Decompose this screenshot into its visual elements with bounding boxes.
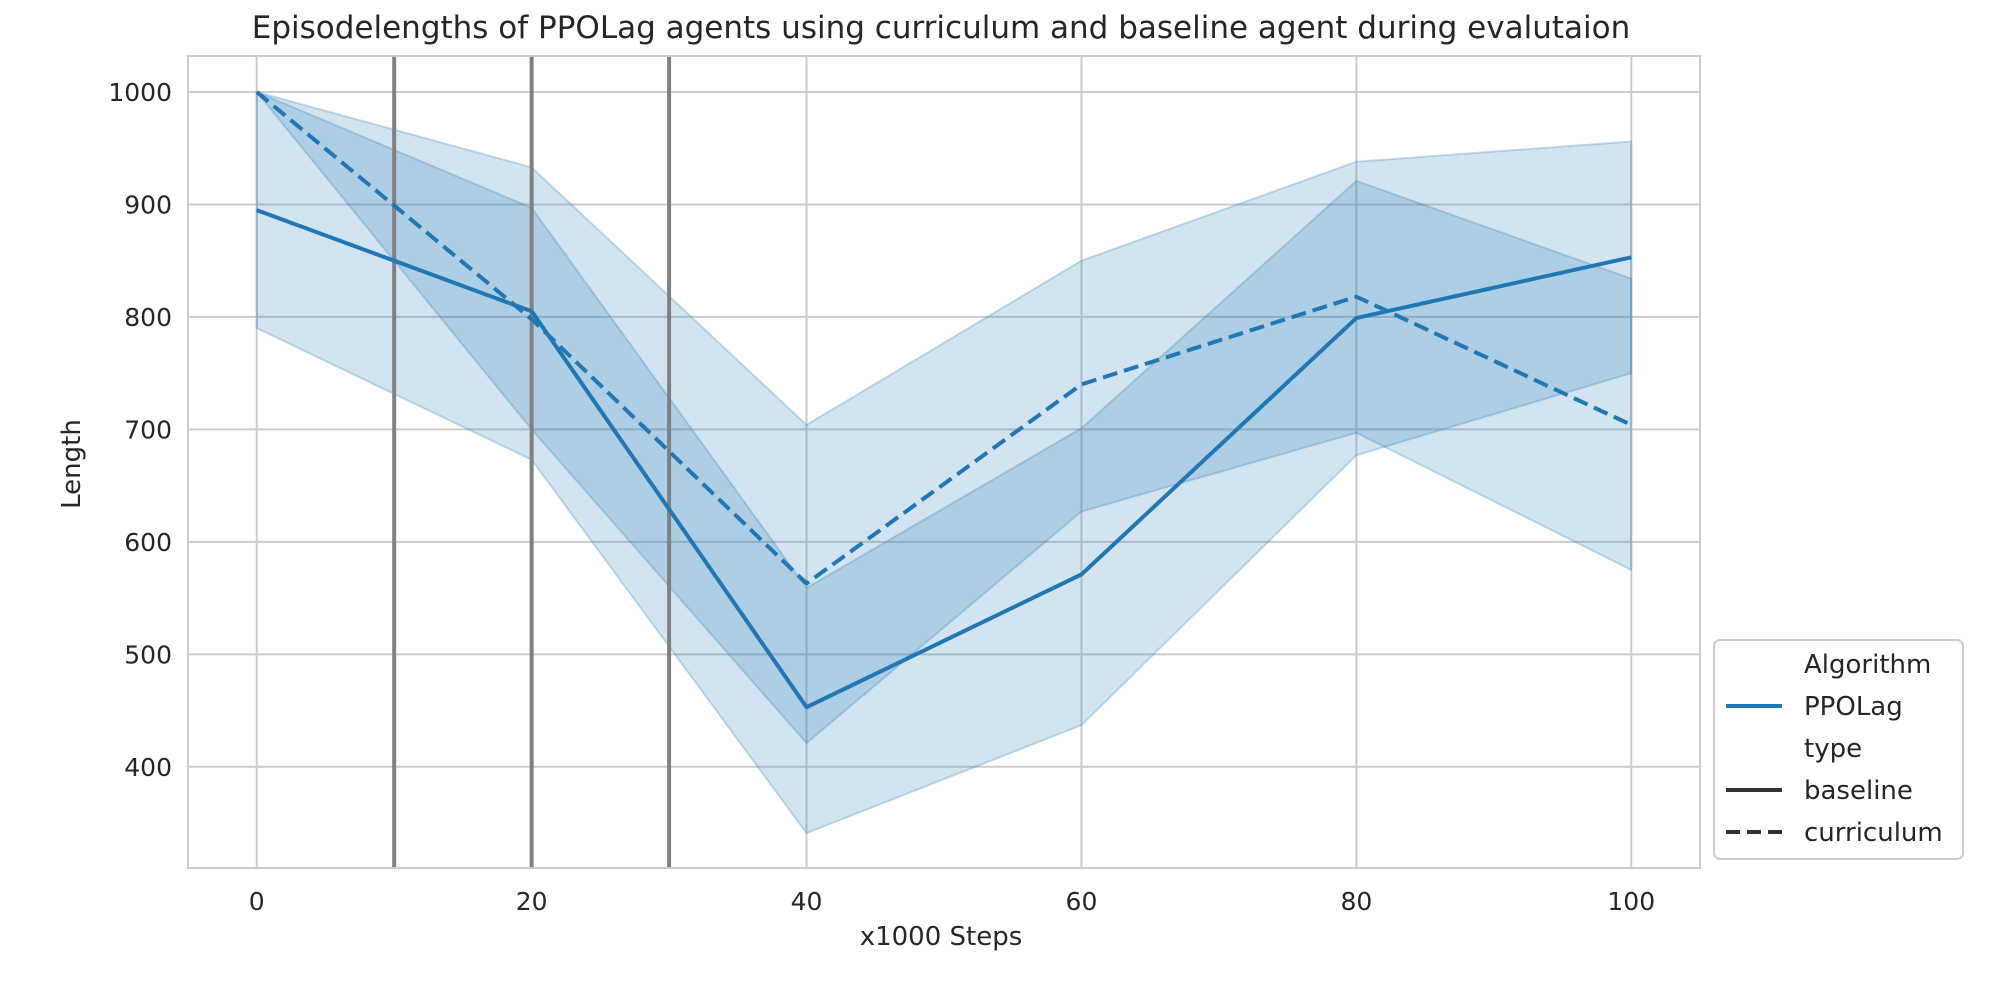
legend-label: type bbox=[1804, 734, 1862, 764]
y-tick-label: 400 bbox=[124, 753, 172, 782]
y-tick-label: 900 bbox=[124, 190, 172, 219]
x-tick-label: 60 bbox=[1066, 887, 1098, 916]
x-tick-label: 40 bbox=[791, 887, 823, 916]
y-tick-labels: 400 500 600 700 800 900 1000 bbox=[108, 78, 172, 782]
plot-frame bbox=[187, 55, 1701, 869]
curriculum-stage-lines bbox=[392, 56, 672, 868]
legend-label: PPOLag bbox=[1804, 692, 1903, 722]
y-tick-label: 600 bbox=[124, 528, 172, 557]
y-tick-label: 500 bbox=[124, 640, 172, 669]
gridlines bbox=[188, 56, 1700, 868]
legend-label: Algorithm bbox=[1804, 650, 1931, 680]
x-tick-label: 20 bbox=[516, 887, 548, 916]
series-lines bbox=[255, 90, 1633, 710]
y-tick-label: 700 bbox=[124, 415, 172, 444]
line-baseline bbox=[256, 208, 1632, 710]
legend-frame bbox=[1713, 639, 1964, 860]
x-tick-label: 100 bbox=[1607, 887, 1655, 916]
x-axis-label: x1000 Steps bbox=[860, 922, 1023, 952]
line-curriculum bbox=[255, 90, 1633, 586]
legend-label: curriculum bbox=[1804, 818, 1943, 848]
band-curriculum bbox=[255, 91, 1633, 745]
x-tick-labels: 0 20 40 60 80 100 bbox=[249, 887, 1655, 916]
x-tick-label: 80 bbox=[1340, 887, 1372, 916]
chart-title: Episodelengths of PPOLag agents using cu… bbox=[252, 10, 1630, 46]
legend-label: baseline bbox=[1804, 776, 1913, 806]
y-tick-label: 1000 bbox=[108, 78, 172, 107]
y-tick-label: 800 bbox=[124, 303, 172, 332]
x-tick-label: 0 bbox=[249, 887, 265, 916]
y-axis-label: Length bbox=[57, 419, 87, 509]
legend: Algorithm PPOLag type baseline curriculum bbox=[1713, 639, 1964, 860]
